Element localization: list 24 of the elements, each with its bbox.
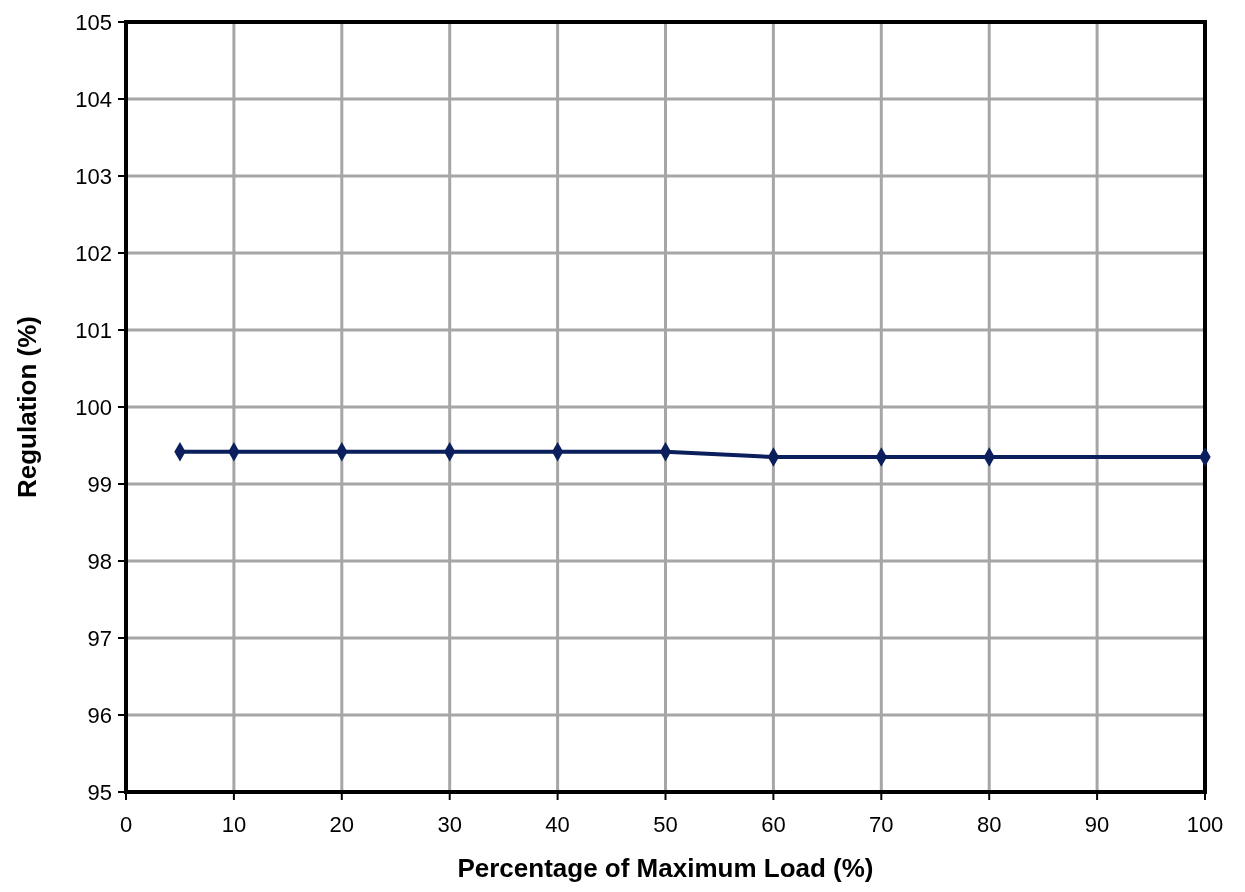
y-tick-label: 96 [87,702,112,728]
x-tick-label: 80 [976,812,1002,837]
y-tick-label: 102 [75,240,112,266]
y-tick-label: 105 [75,9,112,35]
y-tick-label: 101 [75,317,112,343]
y-axis-title: Regulation (%) [12,316,42,498]
x-tick-label: 30 [437,812,462,837]
x-tick-label: 20 [329,812,355,837]
x-tick-label: 100 [1186,812,1224,837]
x-tick-label: 50 [653,812,678,837]
y-tick-label: 103 [75,163,112,189]
x-axis-title: Percentage of Maximum Load (%) [457,853,874,883]
x-tick-label: 40 [545,812,570,837]
y-tick-label: 98 [87,548,112,574]
x-tick-label: 70 [869,812,894,837]
y-tick-label: 104 [75,86,112,112]
y-tick-label: 97 [87,625,112,651]
y-tick-label: 100 [75,394,112,420]
x-tick-label: 0 [119,812,133,837]
x-tick-label: 90 [1084,812,1110,837]
x-tick-label: 10 [221,812,247,837]
y-tick-label: 95 [87,779,112,805]
x-tick-label: 60 [761,812,786,837]
y-tick-label: 99 [87,471,112,497]
